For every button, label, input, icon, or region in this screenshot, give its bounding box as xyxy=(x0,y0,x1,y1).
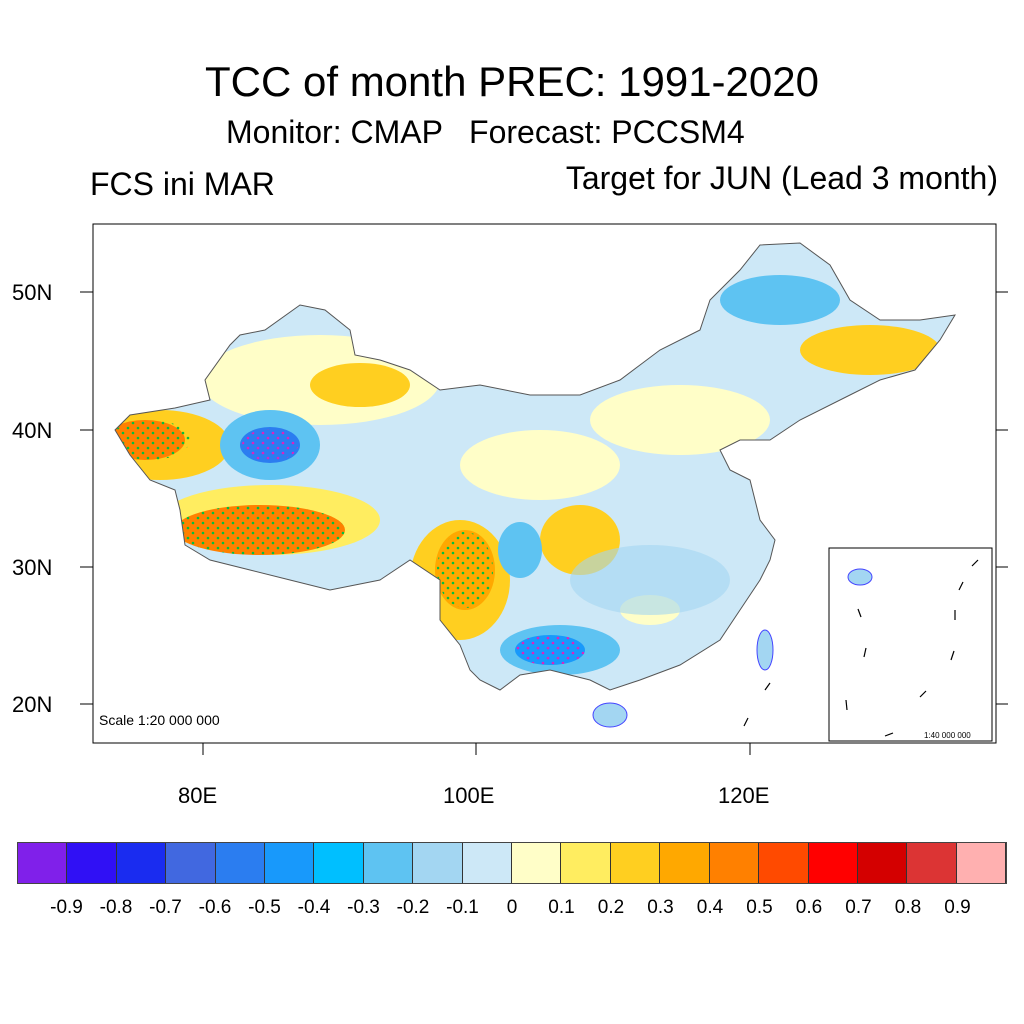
inset-scale-label: 1:40 000 000 xyxy=(924,731,971,740)
colorbar-box xyxy=(660,843,710,883)
colorbar-label: 0.9 xyxy=(944,897,971,918)
taiwan xyxy=(756,629,774,671)
colorbar-box xyxy=(759,843,809,883)
colorbar-box xyxy=(610,843,661,883)
colorbar-label: 0.4 xyxy=(696,897,724,918)
colorbar-label: 0.2 xyxy=(597,897,625,918)
lon-label: 120E xyxy=(718,783,770,808)
colorbar-label: -0.3 xyxy=(347,897,380,918)
colorbar-label: 0.5 xyxy=(746,897,773,918)
colorbar-box xyxy=(116,843,167,883)
colorbar-label: 0.1 xyxy=(548,897,575,918)
colorbar-label: 0.3 xyxy=(647,897,674,918)
colorbar-box xyxy=(265,843,315,883)
colorbar-box xyxy=(561,843,611,883)
colorbar-label: -0.4 xyxy=(297,897,331,918)
colorbar-label: -0.9 xyxy=(50,897,83,918)
colorbar-box xyxy=(67,843,117,883)
lat-label: 40N xyxy=(12,418,53,443)
colorbar-box xyxy=(907,843,957,883)
colorbar-label: 0.8 xyxy=(894,897,922,918)
lat-label: 50N xyxy=(12,280,53,305)
colorbar-label: 0 xyxy=(506,897,518,918)
colorbar-box xyxy=(857,843,908,883)
colorbar-box xyxy=(18,843,68,883)
chart-title: TCC of month PREC: 1991-2020 xyxy=(205,58,819,105)
colorbar-box xyxy=(166,843,216,883)
colorbar-label: -0.2 xyxy=(396,897,430,918)
colorbar-box xyxy=(314,843,364,883)
lat-label: 20N xyxy=(12,692,53,717)
lon-label: 100E xyxy=(443,783,495,808)
colorbar-label: -0.8 xyxy=(99,897,133,918)
colorbar-label: 0.7 xyxy=(845,897,872,918)
colorbar-label: -0.5 xyxy=(248,897,281,918)
colorbar-label: -0.7 xyxy=(149,897,182,918)
colorbar-box xyxy=(363,843,414,883)
colorbar-box xyxy=(956,843,1007,883)
colorbar-box xyxy=(512,843,562,883)
colorbar-box xyxy=(413,843,463,883)
scale-label: Scale 1:20 000 000 xyxy=(99,712,220,728)
colorbar-label: 0.6 xyxy=(795,897,823,918)
right-label: Target for JUN (Lead 3 month) xyxy=(565,160,998,196)
colorbar-box xyxy=(709,843,760,883)
hainan xyxy=(592,702,628,728)
lat-label: 30N xyxy=(12,555,53,580)
chart-subtitle: Monitor: CMAP Forecast: PCCSM4 xyxy=(226,114,745,150)
colorbar xyxy=(17,842,1007,884)
colorbar-label: -0.1 xyxy=(446,897,479,918)
left-label: FCS ini MAR xyxy=(90,166,275,202)
colorbar-box xyxy=(215,843,266,883)
lon-label: 80E xyxy=(178,783,218,808)
colorbar-box xyxy=(808,843,858,883)
colorbar-label: -0.6 xyxy=(198,897,232,918)
colorbar-box xyxy=(462,843,513,883)
